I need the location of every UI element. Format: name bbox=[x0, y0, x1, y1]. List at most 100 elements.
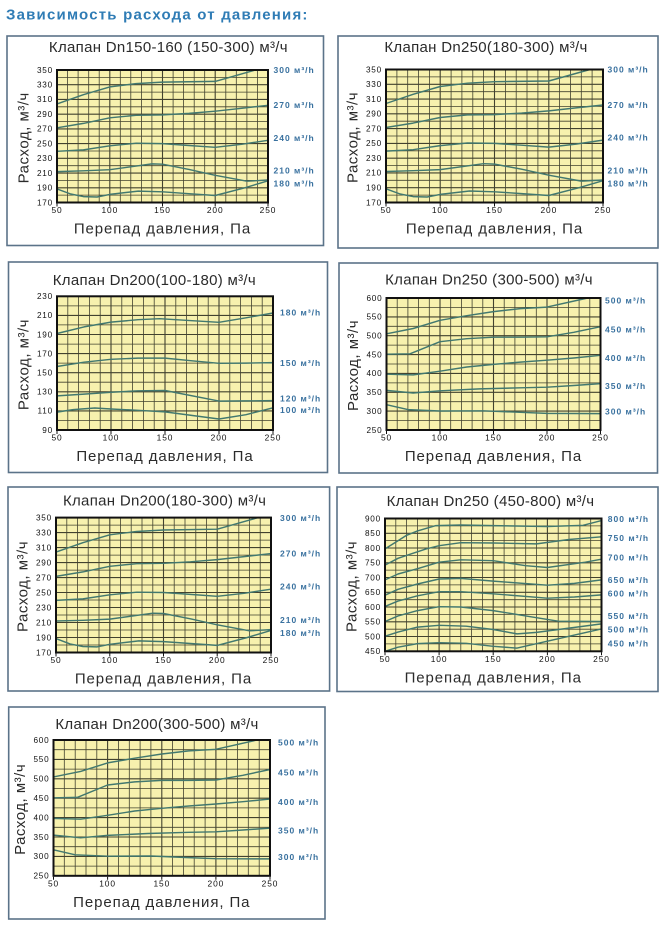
svg-text:150: 150 bbox=[155, 655, 172, 665]
svg-text:230: 230 bbox=[36, 603, 52, 612]
svg-text:250: 250 bbox=[37, 139, 53, 148]
svg-text:200: 200 bbox=[209, 655, 226, 665]
svg-text:100 м³/h: 100 м³/h bbox=[280, 405, 321, 415]
svg-text:170: 170 bbox=[366, 198, 382, 207]
svg-text:Расход, м³/ч: Расход, м³/ч bbox=[12, 764, 29, 855]
svg-text:Зависимость расхода от давлени: Зависимость расхода от давления: bbox=[6, 6, 309, 23]
svg-text:290: 290 bbox=[37, 110, 53, 119]
svg-text:350: 350 bbox=[366, 388, 382, 397]
svg-text:150: 150 bbox=[154, 205, 171, 215]
svg-text:500 м³/h: 500 м³/h bbox=[278, 738, 319, 748]
svg-text:310: 310 bbox=[36, 543, 52, 552]
svg-text:210 м³/h: 210 м³/h bbox=[608, 166, 649, 176]
svg-text:50: 50 bbox=[380, 205, 391, 215]
svg-text:210: 210 bbox=[36, 618, 52, 627]
svg-text:700 м³/h: 700 м³/h bbox=[608, 552, 649, 562]
svg-text:550 м³/h: 550 м³/h bbox=[608, 611, 649, 621]
svg-text:750 м³/h: 750 м³/h bbox=[608, 533, 649, 543]
svg-text:Расход, м³/ч: Расход, м³/ч bbox=[344, 541, 361, 632]
svg-text:100: 100 bbox=[431, 654, 448, 664]
svg-text:150: 150 bbox=[485, 654, 502, 664]
svg-text:120 м³/h: 120 м³/h bbox=[280, 393, 321, 403]
svg-text:450 м³/h: 450 м³/h bbox=[608, 639, 649, 649]
svg-text:600: 600 bbox=[366, 294, 382, 303]
svg-text:200: 200 bbox=[539, 433, 556, 443]
svg-text:230: 230 bbox=[37, 292, 53, 301]
svg-text:600: 600 bbox=[33, 736, 49, 745]
svg-text:250: 250 bbox=[262, 878, 279, 888]
svg-text:250: 250 bbox=[366, 139, 382, 148]
svg-text:300 м³/h: 300 м³/h bbox=[278, 852, 319, 862]
svg-text:450: 450 bbox=[366, 350, 382, 359]
svg-text:150 м³/h: 150 м³/h bbox=[280, 358, 321, 368]
svg-text:400: 400 bbox=[366, 369, 382, 378]
svg-text:650: 650 bbox=[365, 588, 381, 597]
svg-text:210 м³/h: 210 м³/h bbox=[280, 615, 321, 625]
svg-text:450: 450 bbox=[33, 794, 49, 803]
svg-text:180 м³/h: 180 м³/h bbox=[608, 179, 649, 189]
svg-text:800 м³/h: 800 м³/h bbox=[608, 514, 649, 524]
svg-text:350 м³/h: 350 м³/h bbox=[605, 381, 646, 391]
svg-text:100: 100 bbox=[99, 878, 116, 888]
svg-text:Клапан Dn250 (300-500) м³/ч: Клапан Dn250 (300-500) м³/ч bbox=[385, 272, 593, 289]
svg-text:310: 310 bbox=[366, 95, 382, 104]
svg-text:210: 210 bbox=[366, 169, 382, 178]
svg-text:250: 250 bbox=[263, 655, 280, 665]
svg-text:Перепад давления, Па: Перепад давления, Па bbox=[406, 221, 583, 238]
svg-text:150: 150 bbox=[486, 205, 503, 215]
svg-text:270 м³/h: 270 м³/h bbox=[280, 548, 321, 558]
svg-text:Перепад давления, Па: Перепад давления, Па bbox=[74, 221, 251, 238]
svg-text:Расход, м³/ч: Расход, м³/ч bbox=[345, 320, 362, 411]
svg-text:270: 270 bbox=[37, 125, 53, 134]
svg-text:700: 700 bbox=[365, 573, 381, 582]
svg-text:100: 100 bbox=[432, 433, 449, 443]
svg-text:350: 350 bbox=[37, 66, 53, 75]
svg-text:200: 200 bbox=[539, 654, 556, 664]
svg-text:180 м³/h: 180 м³/h bbox=[274, 179, 315, 189]
svg-text:Расход, м³/ч: Расход, м³/ч bbox=[16, 92, 33, 183]
svg-text:270: 270 bbox=[36, 573, 52, 582]
svg-text:180 м³/h: 180 м³/h bbox=[280, 628, 321, 638]
svg-text:200: 200 bbox=[208, 878, 225, 888]
svg-text:550: 550 bbox=[366, 313, 382, 322]
svg-text:350: 350 bbox=[366, 65, 382, 74]
svg-text:50: 50 bbox=[50, 655, 61, 665]
svg-text:900: 900 bbox=[365, 514, 381, 523]
svg-text:270 м³/h: 270 м³/h bbox=[608, 100, 649, 110]
svg-text:Клапан Dn250(180-300) м³/ч: Клапан Dn250(180-300) м³/ч bbox=[384, 39, 587, 56]
svg-text:650 м³/h: 650 м³/h bbox=[608, 575, 649, 585]
svg-text:400 м³/h: 400 м³/h bbox=[605, 353, 646, 363]
svg-text:200: 200 bbox=[211, 433, 228, 443]
svg-text:250: 250 bbox=[592, 433, 609, 443]
svg-text:300 м³/h: 300 м³/h bbox=[280, 513, 321, 523]
svg-text:800: 800 bbox=[365, 544, 381, 553]
svg-text:200: 200 bbox=[207, 205, 224, 215]
svg-text:Расход, м³/ч: Расход, м³/ч bbox=[345, 92, 362, 183]
svg-text:230: 230 bbox=[37, 154, 53, 163]
svg-text:290: 290 bbox=[366, 110, 382, 119]
svg-text:150: 150 bbox=[485, 433, 502, 443]
svg-text:130: 130 bbox=[37, 388, 53, 397]
svg-text:90: 90 bbox=[42, 426, 53, 435]
svg-text:310: 310 bbox=[37, 95, 53, 104]
svg-text:250: 250 bbox=[595, 205, 612, 215]
svg-text:300: 300 bbox=[33, 852, 49, 861]
svg-text:270 м³/h: 270 м³/h bbox=[274, 100, 315, 110]
svg-text:200: 200 bbox=[540, 205, 557, 215]
svg-text:210: 210 bbox=[37, 169, 53, 178]
svg-text:250: 250 bbox=[260, 205, 277, 215]
svg-text:350 м³/h: 350 м³/h bbox=[278, 826, 319, 836]
svg-text:250: 250 bbox=[33, 872, 49, 881]
svg-text:150: 150 bbox=[37, 369, 53, 378]
svg-text:500 м³/h: 500 м³/h bbox=[605, 296, 646, 306]
svg-text:210: 210 bbox=[37, 311, 53, 320]
svg-text:500: 500 bbox=[33, 775, 49, 784]
svg-text:300 м³/h: 300 м³/h bbox=[605, 407, 646, 417]
svg-text:150: 150 bbox=[157, 433, 174, 443]
svg-text:750: 750 bbox=[365, 559, 381, 568]
svg-text:330: 330 bbox=[37, 81, 53, 90]
svg-text:50: 50 bbox=[381, 433, 392, 443]
svg-text:Перепад давления, Па: Перепад давления, Па bbox=[405, 448, 582, 465]
svg-text:400: 400 bbox=[33, 813, 49, 822]
svg-text:110: 110 bbox=[38, 407, 53, 416]
